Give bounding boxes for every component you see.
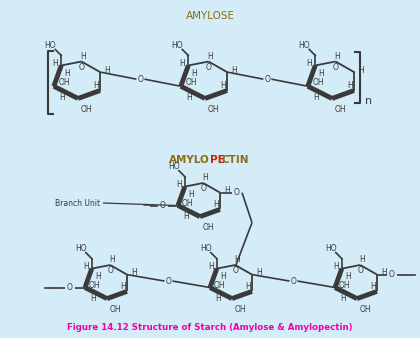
Text: H: H <box>345 272 351 281</box>
Text: OH: OH <box>207 105 219 114</box>
Text: H: H <box>81 52 87 61</box>
Text: H: H <box>208 262 214 271</box>
Text: H: H <box>335 52 340 61</box>
Text: —: — <box>142 201 150 210</box>
Text: OH: OH <box>339 281 351 290</box>
Text: H: H <box>179 59 185 68</box>
Text: Figure 14.12 Structure of Starch (Amylose & Amylopectin): Figure 14.12 Structure of Starch (Amylos… <box>67 323 353 332</box>
Text: PE: PE <box>210 155 225 165</box>
Text: H: H <box>131 268 137 277</box>
Text: H: H <box>176 180 182 189</box>
Text: HO: HO <box>75 244 87 253</box>
Text: O: O <box>206 63 212 72</box>
Text: H: H <box>256 268 262 277</box>
Text: OH: OH <box>202 223 214 232</box>
Text: H: H <box>207 52 213 61</box>
Text: O: O <box>79 63 84 72</box>
Text: Branch Unit: Branch Unit <box>55 198 100 208</box>
Text: n: n <box>365 96 373 105</box>
Text: HO: HO <box>168 162 180 171</box>
Text: H: H <box>215 294 221 303</box>
Text: H: H <box>52 59 58 68</box>
Text: H: H <box>307 59 312 68</box>
Text: H: H <box>104 66 110 75</box>
Text: HO: HO <box>45 41 56 50</box>
Text: H: H <box>186 93 192 102</box>
Text: O: O <box>389 270 395 279</box>
Text: OH: OH <box>359 305 371 314</box>
Text: H: H <box>370 282 376 291</box>
Text: H: H <box>313 93 319 102</box>
Text: H: H <box>90 294 96 303</box>
Text: H: H <box>318 69 324 78</box>
Text: O: O <box>232 266 238 275</box>
Text: O: O <box>333 63 339 72</box>
Text: HO: HO <box>200 244 212 253</box>
Text: O: O <box>357 266 363 275</box>
Text: H: H <box>192 69 197 78</box>
Text: O: O <box>265 75 270 83</box>
Text: H: H <box>234 256 240 265</box>
Text: H: H <box>347 81 353 90</box>
Text: H: H <box>340 294 346 303</box>
Text: H: H <box>188 190 194 199</box>
Text: H: H <box>220 81 226 90</box>
Text: HO: HO <box>171 41 183 50</box>
Text: OH: OH <box>334 105 346 114</box>
Text: H: H <box>224 186 230 195</box>
Text: H: H <box>95 272 101 281</box>
Text: AMYLOSE: AMYLOSE <box>186 11 234 21</box>
Text: O: O <box>234 188 240 197</box>
Text: H: H <box>202 173 208 183</box>
Text: H: H <box>183 212 189 221</box>
Text: H: H <box>64 69 70 78</box>
Text: H: H <box>109 256 115 265</box>
Text: H: H <box>381 268 387 277</box>
Text: O: O <box>160 201 166 210</box>
Text: OH: OH <box>186 78 197 87</box>
Text: OH: OH <box>58 78 70 87</box>
Text: OH: OH <box>312 78 324 87</box>
Text: OH: OH <box>109 305 121 314</box>
Text: H: H <box>83 262 89 271</box>
Text: O: O <box>165 276 171 286</box>
Text: OH: OH <box>214 281 226 290</box>
Text: H: H <box>220 272 226 281</box>
Text: HO: HO <box>325 244 336 253</box>
Text: H: H <box>358 66 364 75</box>
Text: O: O <box>200 184 206 193</box>
Text: OH: OH <box>80 105 92 114</box>
Text: AMYLO: AMYLO <box>169 155 210 165</box>
Text: H: H <box>245 282 251 291</box>
Text: O: O <box>67 283 73 292</box>
Text: H: H <box>360 256 365 265</box>
Text: O: O <box>291 276 297 286</box>
Text: HO: HO <box>299 41 310 50</box>
Text: O: O <box>137 75 143 83</box>
Text: CTIN: CTIN <box>222 155 249 165</box>
Text: H: H <box>93 81 99 90</box>
Text: H: H <box>120 282 126 291</box>
Text: OH: OH <box>182 199 194 208</box>
Text: O: O <box>108 266 113 275</box>
Text: H: H <box>59 93 65 102</box>
Text: H: H <box>333 262 339 271</box>
Text: H: H <box>231 66 237 75</box>
Text: H: H <box>213 200 219 209</box>
Text: OH: OH <box>89 281 101 290</box>
Text: OH: OH <box>234 305 246 314</box>
